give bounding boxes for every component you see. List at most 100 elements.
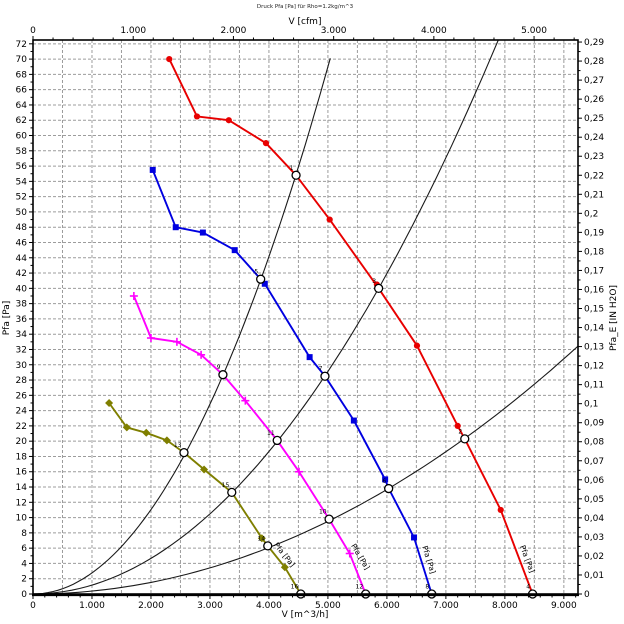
left-tick-label: 30	[16, 361, 28, 371]
operating-point-number: 1	[290, 165, 294, 172]
system-curve-steep	[32, 58, 331, 595]
left-tick-label: 20	[16, 437, 28, 447]
right-tick-label: 0,01	[584, 571, 604, 581]
bottom-tick-label: 8.000	[492, 601, 518, 611]
bottom-tick-label: 1.000	[79, 601, 105, 611]
bottom-tick-label: 9.000	[551, 601, 577, 611]
right-tick-label: 0,21	[584, 190, 604, 200]
right-tick-label: 0,27	[584, 76, 604, 86]
right-tick-label: 0,29	[584, 38, 604, 48]
operating-point-number: 14	[258, 535, 266, 542]
left-tick-label: 18	[16, 452, 28, 462]
left-tick-label: 14	[16, 483, 28, 493]
fan-curve-3	[133, 295, 367, 595]
plot-area: Pfa [Pa]Pfa [Pa]Pfa [Pa]Pfa [Pa]12345678…	[16, 26, 605, 611]
top-tick-label: 1.000	[120, 26, 146, 36]
fan-curve-1-marker-circle	[454, 422, 461, 429]
top-tick-label: 2.000	[221, 26, 247, 36]
operating-point	[272, 435, 282, 446]
fan-curve-1-marker-circle	[193, 113, 201, 120]
fan-curve-1-marker-circle	[497, 506, 504, 514]
left-axis-label: Pfa [Pa]	[2, 301, 12, 336]
right-tick-label: 0,15	[584, 305, 604, 315]
right-tick-label: 0,24	[584, 133, 604, 143]
left-tick-label: 70	[16, 55, 28, 65]
left-tick-label: 54	[16, 177, 28, 187]
right-tick-label: 0,1	[584, 400, 598, 410]
left-tick-label: 2	[21, 575, 27, 585]
left-tick-label: 26	[16, 391, 28, 401]
left-tick-label: 10	[16, 514, 28, 524]
left-tick-label: 68	[16, 70, 28, 80]
fan-curve-2-marker-square	[199, 229, 206, 236]
left-tick-label: 42	[16, 269, 27, 279]
fan-curve-1-marker-circle	[225, 117, 232, 124]
right-tick-label: 0,02	[584, 552, 604, 562]
operating-point-number: 9	[217, 364, 221, 371]
bottom-tick-label: 2.000	[138, 601, 164, 611]
fan-curve-2-marker-square	[172, 224, 179, 231]
operating-point-number: 7	[319, 366, 323, 373]
right-tick-label: 0	[584, 590, 590, 600]
fan-curve-2-marker-square	[411, 534, 418, 541]
left-tick-label: 0	[21, 590, 27, 600]
right-tick-label: 0,03	[584, 533, 604, 543]
operating-point-number: 16	[291, 584, 299, 591]
right-tick-label: 0,11	[584, 381, 604, 391]
bottom-tick-label: 3.000	[197, 601, 223, 611]
left-tick-label: 16	[16, 468, 28, 478]
right-tick-label: 0,16	[584, 285, 604, 295]
left-tick-label: 62	[16, 116, 27, 126]
right-tick-label: 0,04	[584, 514, 604, 524]
fan-curve-2-marker-square	[261, 280, 268, 287]
left-tick-label: 28	[16, 376, 28, 386]
fan-curve-2-marker-square	[149, 166, 156, 173]
left-tick-label: 24	[16, 407, 28, 417]
operating-point-number: 13	[174, 442, 182, 449]
right-tick-label: 0,28	[584, 57, 604, 67]
left-tick-label: 12	[16, 498, 27, 508]
bottom-tick-label: 4.000	[256, 601, 282, 611]
operating-point-number: 3	[372, 278, 376, 285]
left-tick-label: 4	[21, 559, 27, 569]
fan-curve-4-marker-diamond	[122, 423, 131, 432]
operating-point	[324, 514, 334, 524]
operating-point	[320, 371, 330, 381]
fan-curve-4-marker-diamond	[162, 436, 171, 445]
operating-point-number: 2	[458, 428, 462, 435]
left-tick-label: 40	[16, 284, 28, 294]
right-tick-label: 0,19	[584, 228, 604, 238]
fan-curve-1-marker-circle	[326, 216, 333, 223]
system-curve-medium	[32, 39, 499, 595]
right-tick-label: 0,09	[584, 419, 604, 429]
top-tick-label: 4.000	[421, 26, 447, 36]
left-tick-label: 6	[21, 544, 27, 554]
right-axis-label: Pfa_E [IN H2O]	[609, 285, 619, 351]
fan-curve-1-marker-circle	[166, 56, 173, 63]
operating-point	[263, 541, 273, 551]
fan-curve-2-curve-label: Pfa [Pa]	[420, 545, 437, 575]
right-tick-label: 0,06	[584, 476, 604, 486]
left-tick-label: 72	[16, 40, 27, 50]
left-tick-label: 32	[16, 345, 27, 355]
fan-curve-1-marker-circle	[262, 140, 270, 147]
fan-curve-4-marker-diamond	[105, 398, 114, 407]
left-tick-label: 64	[16, 101, 28, 111]
left-tick-label: 56	[16, 162, 28, 172]
left-tick-label: 66	[16, 86, 28, 96]
operating-point	[227, 487, 237, 498]
bottom-tick-label: 6.000	[374, 601, 400, 611]
fan-curve-1-marker-circle	[413, 342, 421, 349]
bottom-tick-label: 5.000	[315, 601, 341, 611]
operating-point-number: 15	[222, 482, 230, 489]
fan-curve-2	[151, 169, 433, 595]
fan-curve-2-marker-square	[350, 417, 357, 424]
left-tick-label: 48	[16, 223, 28, 233]
operating-point-number: 6	[382, 478, 386, 485]
left-tick-label: 46	[16, 238, 28, 248]
left-tick-label: 44	[16, 254, 28, 264]
left-tick-label: 58	[16, 147, 28, 157]
fan-curve-4-marker-diamond	[280, 563, 289, 572]
top-tick-label: 3.000	[321, 26, 347, 36]
